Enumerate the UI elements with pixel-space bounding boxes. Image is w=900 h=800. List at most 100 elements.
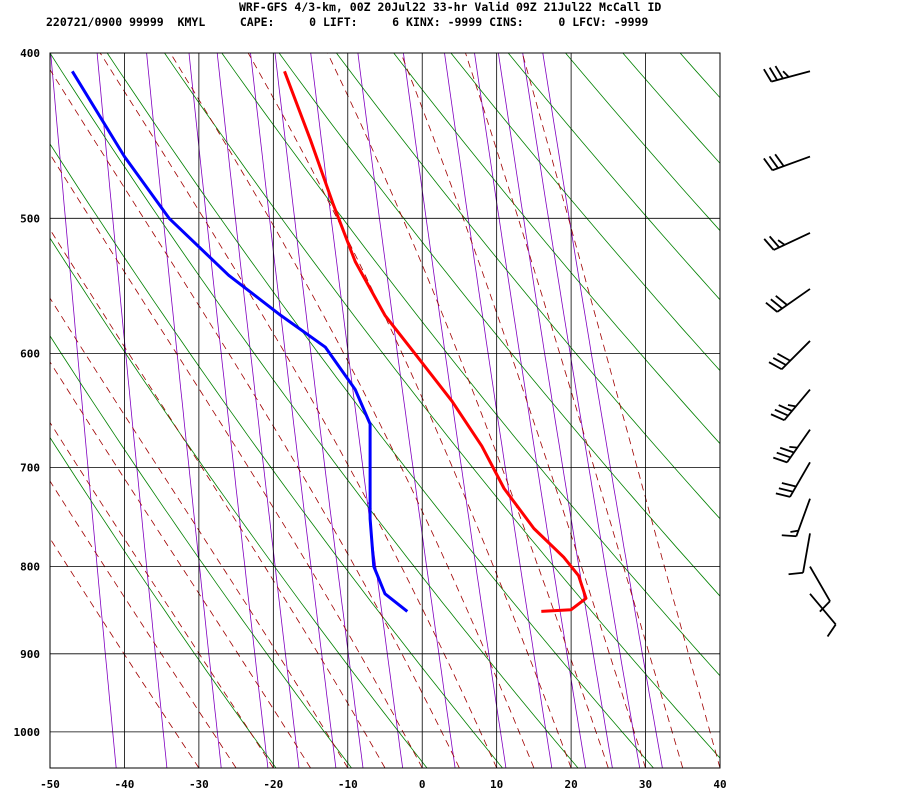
mixing-ratio-line (474, 53, 586, 768)
wind-barb-feather (826, 623, 837, 638)
moist-adiabat-line (169, 53, 535, 768)
wind-barb-feather (779, 446, 795, 454)
mixing-ratio-line (250, 53, 337, 768)
wind-barb-staff (771, 70, 811, 83)
moist-adiabat-line (327, 53, 609, 768)
y-tick-label: 500 (20, 212, 40, 225)
moist-adiabat-line (50, 228, 386, 768)
wind-barb-feather (768, 361, 783, 371)
moist-adiabat-line (50, 153, 423, 768)
x-tick-label: -50 (40, 778, 60, 791)
wind-barb-staff (783, 388, 811, 421)
mixing-ratio-line (522, 53, 641, 768)
wind-barb-feather (763, 238, 775, 251)
dry-adiabat-line (565, 53, 720, 232)
wind-barb-feather (787, 404, 797, 408)
mixing-ratio-line (188, 53, 269, 768)
wind-barb-feather (765, 302, 778, 313)
mixing-ratio-line (444, 53, 553, 768)
plot-frame (49, 52, 721, 769)
wind-barb-feather (788, 571, 804, 576)
dewpoint-profile (71, 70, 409, 613)
chart-title: WRF-GFS 4/3-km, 00Z 20Jul22 33-hr Valid … (239, 0, 662, 14)
dry-adiabat-line (164, 53, 720, 759)
wind-barbs (763, 65, 837, 638)
moist-adiabat-line (50, 480, 237, 768)
mixing-ratio-line (96, 53, 168, 768)
wind-barb-feather (763, 68, 773, 83)
dry-adiabat-line (795, 53, 900, 768)
wind-barb-feather (774, 65, 784, 80)
x-tick-label: 40 (713, 778, 726, 791)
x-tick-label: 30 (639, 778, 652, 791)
wind-barb-staff (781, 340, 811, 370)
x-tick-label: -20 (263, 778, 283, 791)
mixing-ratio-line (274, 53, 364, 768)
wind-barb-feather (777, 352, 791, 362)
dry-adiabat-line (737, 53, 900, 768)
y-tick-label: 900 (20, 648, 40, 661)
wind-barb-feather (772, 357, 787, 366)
dry-adiabat-line (507, 53, 720, 301)
dry-adiabat-line (622, 53, 720, 164)
wind-barb-staff (773, 232, 811, 251)
x-tick-label: 10 (490, 778, 503, 791)
x-tick-label: 0 (419, 778, 426, 791)
wind-barb-staff (772, 155, 811, 172)
dry-adiabat-line (50, 436, 277, 768)
mixing-ratio-line (216, 53, 300, 768)
wind-barb-staff (795, 498, 811, 537)
moist-adiabat-line (521, 53, 720, 768)
y-tick-label: 600 (20, 347, 40, 360)
moist-adiabat-line (50, 68, 460, 768)
dry-adiabat-line (50, 53, 579, 768)
wind-barb-staff (786, 429, 811, 463)
mixing-ratio-line (310, 53, 404, 768)
wind-barb-feather (778, 487, 794, 493)
dry-adiabat-line (50, 335, 352, 768)
sounding-indices: 220721/0900 99999 KMYL CAPE: 0 LIFT: 6 K… (46, 15, 649, 29)
moist-adiabat-line (50, 361, 311, 768)
wind-barb-feather (790, 529, 799, 533)
dry-adiabat-line (106, 53, 654, 768)
y-tick-label: 700 (20, 462, 40, 475)
wind-barb-feather (768, 67, 778, 81)
x-tick-label: -10 (338, 778, 358, 791)
wind-barb-feather (789, 445, 798, 449)
moist-adiabat-line (50, 297, 349, 768)
dry-adiabat-line (393, 53, 720, 445)
wind-barb-staff (809, 566, 831, 602)
wind-barb-feather (773, 456, 788, 464)
wind-barb-feather (776, 451, 791, 459)
wind-barb-staff (802, 533, 811, 573)
dry-adiabat-line (50, 143, 503, 768)
wind-barb-staff (776, 288, 811, 313)
wind-barb-feather (777, 239, 786, 246)
wind-barb-feather (768, 155, 779, 169)
wind-barb-feather (770, 298, 783, 310)
y-tick-labels: 400 500 600 700 800 900 1000 (14, 47, 41, 739)
mixing-ratio-line (146, 53, 222, 768)
dry-adiabat-line (450, 53, 720, 372)
wind-barb-feather (819, 600, 831, 613)
sounding-series (71, 70, 588, 613)
wind-barb-feather (781, 534, 797, 538)
temperature-profile (283, 70, 588, 613)
moist-adiabat-line (465, 53, 684, 768)
moist-adiabat-line (400, 53, 646, 768)
moist-adiabat-line (50, 421, 274, 768)
wind-barb-feather (763, 157, 774, 171)
y-tick-label: 400 (20, 47, 40, 60)
x-tick-labels: -50 -40 -30 -20 -10 0 10 20 30 40 (40, 778, 727, 791)
dry-adiabat-line (336, 53, 720, 520)
grid (49, 52, 721, 768)
dry-adiabat-line (50, 237, 428, 768)
mixing-ratio-line (498, 53, 613, 768)
dry-adiabat-line (278, 53, 720, 597)
moist-adiabat-line (99, 53, 498, 768)
wind-barb-feather (774, 408, 789, 417)
wind-barb-feather (778, 404, 793, 412)
x-tick-label: 20 (564, 778, 577, 791)
wind-barb-feather (775, 492, 791, 498)
